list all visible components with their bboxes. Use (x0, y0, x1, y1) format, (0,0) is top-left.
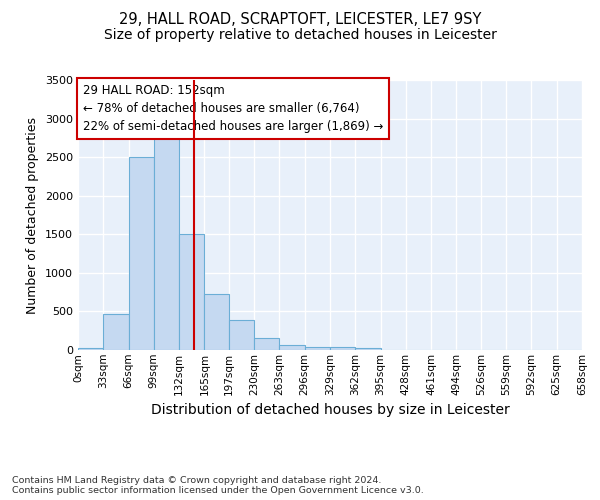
Bar (254, 338, 280, 350)
Bar (355, 348, 380, 350)
Bar (128, 157, 154, 350)
X-axis label: Distribution of detached houses by size in Leicester: Distribution of detached houses by size … (151, 403, 509, 417)
Text: Size of property relative to detached houses in Leicester: Size of property relative to detached ho… (104, 28, 496, 42)
Text: 29 HALL ROAD: 152sqm
← 78% of detached houses are smaller (6,764)
22% of semi-de: 29 HALL ROAD: 152sqm ← 78% of detached h… (83, 84, 383, 133)
Bar (78, 348, 103, 350)
Bar (103, 314, 128, 350)
Bar (154, 132, 179, 350)
Bar (229, 320, 254, 350)
Bar (330, 346, 355, 350)
Bar (305, 346, 330, 350)
Text: Contains HM Land Registry data © Crown copyright and database right 2024.
Contai: Contains HM Land Registry data © Crown c… (12, 476, 424, 495)
Bar (280, 345, 305, 350)
Bar (205, 294, 229, 350)
Bar (179, 234, 205, 350)
Text: 29, HALL ROAD, SCRAPTOFT, LEICESTER, LE7 9SY: 29, HALL ROAD, SCRAPTOFT, LEICESTER, LE7… (119, 12, 481, 28)
Y-axis label: Number of detached properties: Number of detached properties (26, 116, 40, 314)
